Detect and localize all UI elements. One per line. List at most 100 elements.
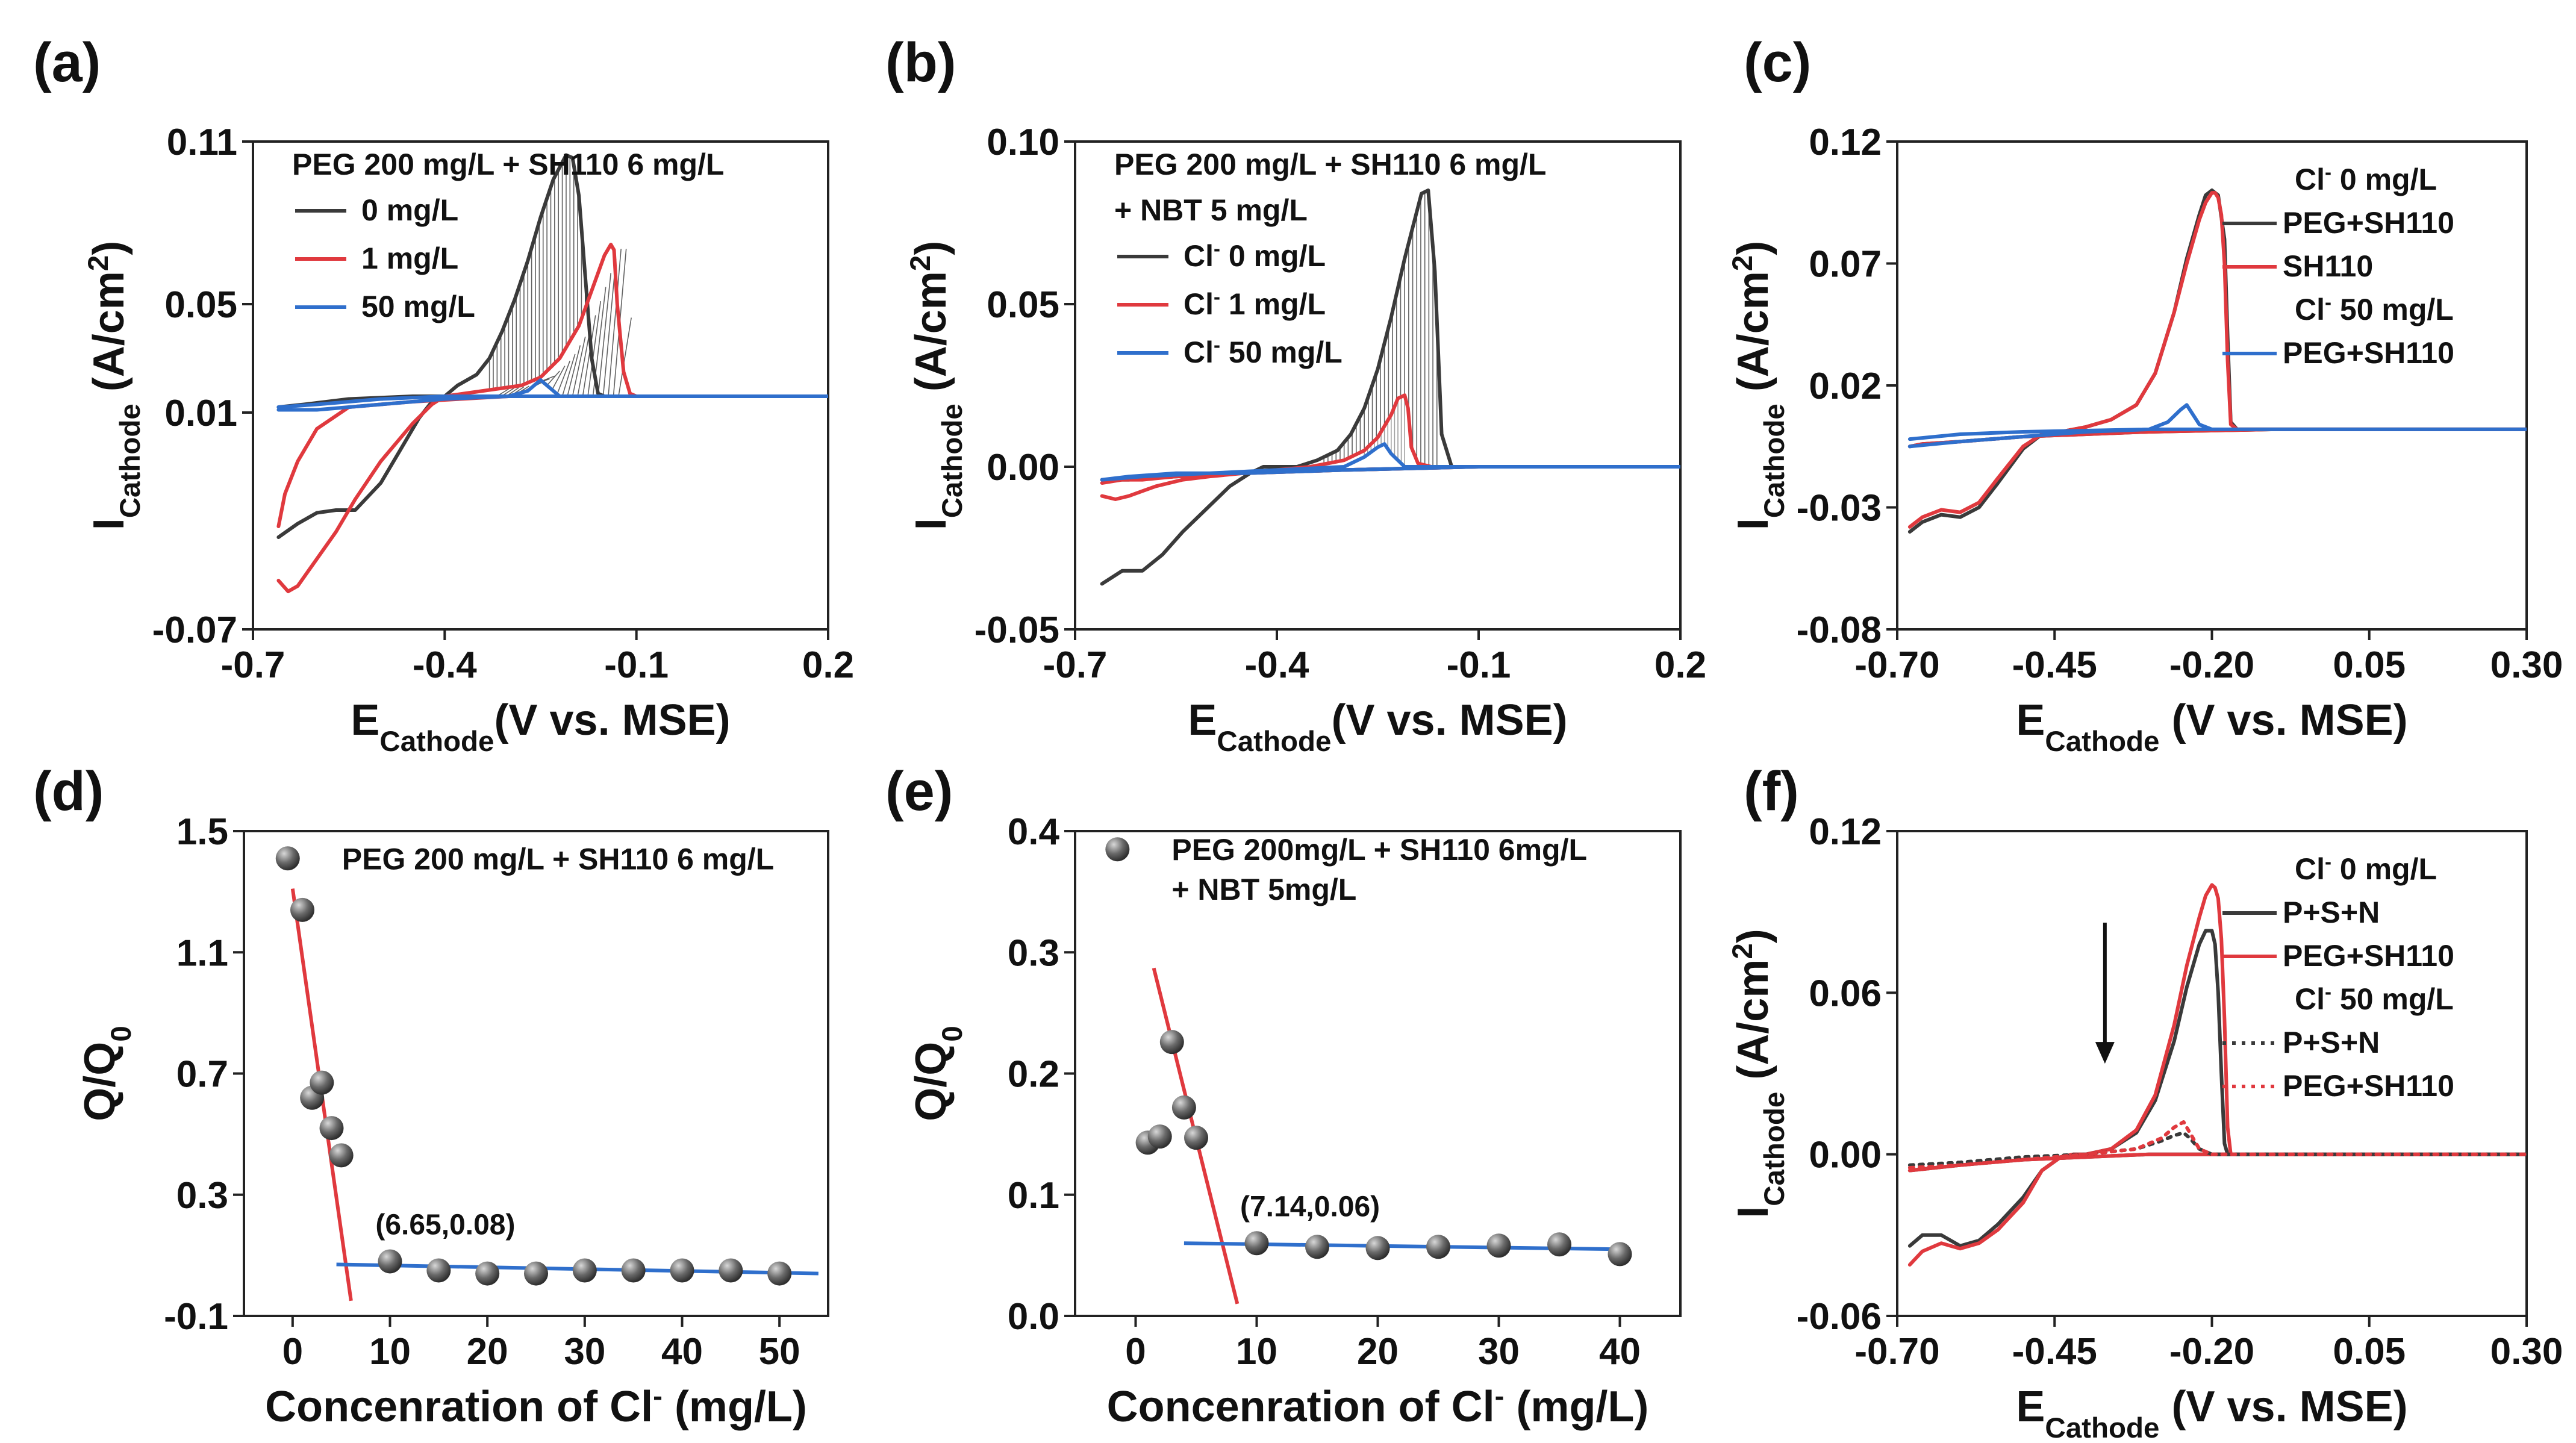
hatch-line [572,336,586,397]
y-tick-label-part: 0.00 [987,447,1059,488]
x-axis-label-part: (V vs. MSE) [2160,696,2408,744]
x-tick-label: -0.45 [2012,1331,2097,1373]
x-axis-label-part: - [653,1380,663,1412]
y-axis-label-part: I [907,518,955,530]
y-tick-label: 1.5 [176,811,228,853]
data-point [1426,1235,1450,1259]
data-point [1365,1236,1390,1261]
legend-heading: Cl- 50 mg/L [2295,980,2454,1017]
legend-title-part: PEG 200 mg/L + SH110 6 mg/L [1114,148,1546,181]
y-axis-label: Q/Q0 [907,1026,968,1121]
y-axis-label-part: (A/cm [1729,959,1777,1092]
hatch-line [546,370,560,386]
x-tick-label-part: 20 [467,1331,508,1373]
legend-label-part: - [1214,334,1220,356]
y-tick-label-part: 1.1 [176,932,228,974]
y-tick-label-part: 0.01 [164,393,237,434]
legend-label-part: + NBT 5mg/L [1171,873,1356,906]
y-axis-label-part: 2 [83,255,114,271]
legend-label-part: Cl [1184,335,1214,369]
y-tick-label: 0.11 [167,122,237,163]
y-tick-label-part: -0.03 [1797,488,1882,529]
legend-label-part: PEG 200mg/L + SH110 6mg/L [1171,833,1587,867]
legend-heading-part: - [2325,980,2331,1003]
x-axis-label-part: (V vs. MSE) [1332,696,1568,744]
legend-label-part: 1 mg/L [1220,287,1326,321]
x-tick-label: 10 [1236,1331,1277,1373]
x-tick-label: 40 [1599,1331,1641,1373]
data-point [475,1261,500,1286]
y-axis-label-part: ) [1729,241,1777,255]
legend-label: 0 mg/L [361,193,458,227]
legend-heading-part: 0 mg/L [2331,852,2437,886]
y-axis-label-part: Cathode [114,404,146,518]
legend-label: PEG+SH110 [2283,336,2454,370]
y-tick-label: -0.07 [152,609,237,651]
legend-marker [1105,837,1130,862]
y-axis-label-part: 2 [905,255,937,271]
x-tick-label-part: 0.05 [2333,1331,2406,1373]
data-point [290,897,314,922]
legend-heading-part: - [2325,291,2331,313]
y-axis-label-part: (A/cm [1729,271,1777,404]
legend-title-part: PEG 200 mg/L + SH110 6 mg/L [292,148,724,181]
y-axis-label-part: Q/Q [907,1042,955,1121]
x-tick-label-part: 50 [759,1331,800,1373]
plot-area [1907,189,2527,534]
x-axis-label-part: Cathode [2045,726,2159,758]
x-tick-label-part: 0.30 [2490,644,2563,686]
x-tick-label-part: -0.4 [1245,644,1309,686]
x-axis-label-part: (mg/L) [663,1383,807,1431]
legend-heading: Cl- 0 mg/L [2295,161,2437,197]
x-tick-label: 30 [564,1331,605,1373]
hatch-line [602,258,617,397]
y-axis-label-part: ) [1729,929,1777,943]
panel-label: (a) [33,32,101,93]
y-tick-label: -0.08 [1797,609,1882,651]
hatch-line [541,375,555,382]
legend-heading-part: - [2325,161,2331,183]
y-tick-label: 0.4 [1008,811,1060,853]
plot-area [1907,883,2527,1267]
legend-label-part: 0 mg/L [1220,239,1326,273]
x-tick-label: -0.1 [604,644,669,686]
y-tick-label-part: -0.05 [975,609,1059,651]
y-tick-label: 0.07 [1809,244,1882,285]
y-tick-label: 0.3 [1008,932,1059,974]
x-tick-label-part: -0.7 [221,644,285,686]
data-point [719,1258,743,1283]
legend-heading-part: - [2325,850,2331,873]
x-tick-label: 20 [467,1331,508,1373]
legend-label-part: Cl [1184,239,1214,273]
panel-label-part: (c) [1744,32,1811,93]
y-tick-label-part: -0.06 [1797,1296,1882,1338]
y-tick-label: 0.12 [1809,122,1882,163]
y-tick-label-part: 0.3 [1008,932,1059,974]
y-tick-label-part: 1.5 [176,811,228,853]
x-tick-label: 0.30 [2490,1331,2563,1373]
x-tick-label-part: -0.70 [1854,644,1939,686]
x-tick-label: 0 [282,1331,303,1373]
y-tick-label: 0.00 [1809,1135,1882,1176]
legend-label: SH110 [2283,249,2373,283]
y-tick-label-part: 0.7 [176,1054,228,1095]
y-axis-label-part: (A/cm [85,271,133,404]
data-point [1305,1235,1329,1259]
legend-heading-part: 0 mg/L [2331,163,2437,196]
y-tick-label-part: 0.4 [1008,811,1060,853]
data-point [1244,1231,1269,1256]
legend-label-part: SH110 [2283,249,2373,283]
x-tick-label: -0.45 [2012,644,2097,686]
x-tick-label-part: -0.4 [413,644,477,686]
panel-a: (a)-0.7 -0.4 -0.1 0.2-0.070.010.050.11ECath… [33,32,854,758]
data-point [329,1143,354,1168]
y-tick-label-part: -0.07 [152,609,237,651]
x-tick-label-part: 10 [369,1331,411,1373]
x-axis-label: Concenration of Cl- (mg/L) [265,1380,807,1432]
legend-heading-part: Cl [2295,982,2325,1016]
panel-d: (d) 0 10 20 30 40 50 -0.1 0.3 0.7 1.1 1.5 Concenrati… [33,761,829,1432]
data-point [319,1116,344,1141]
plot-area [290,888,819,1301]
legend-label: Cl- 0 mg/L [1184,237,1326,273]
x-tick-label: 0.05 [2333,644,2406,686]
